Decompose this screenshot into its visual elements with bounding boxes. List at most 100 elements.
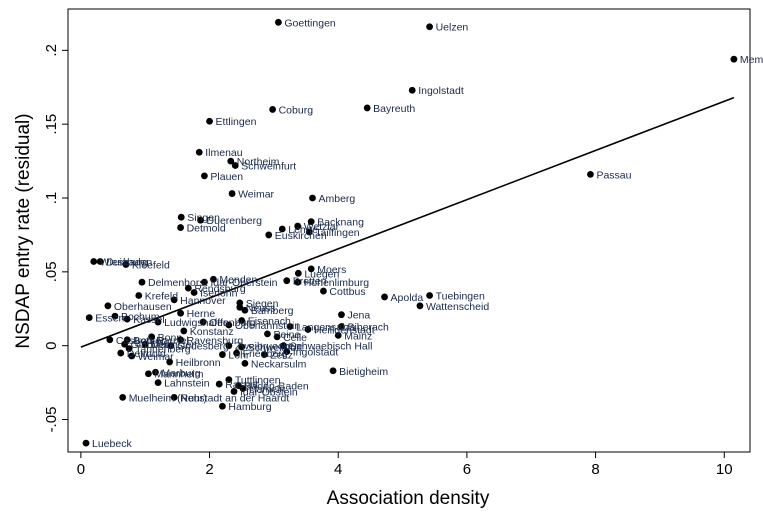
data-point xyxy=(225,376,233,384)
data-point-label: Rastatt xyxy=(225,379,258,391)
data-point-label: Marburg xyxy=(162,367,201,379)
data-point xyxy=(363,104,371,112)
data-point xyxy=(167,342,175,350)
data-point xyxy=(122,261,130,268)
data-point xyxy=(309,194,316,202)
data-point-label: Essen xyxy=(95,313,124,325)
data-point-label: Zweibruecken xyxy=(235,341,301,353)
data-point-label: Heilbronn xyxy=(176,357,221,369)
data-point xyxy=(294,222,302,230)
data-point xyxy=(381,293,388,301)
data-point-label: Siegen xyxy=(246,298,279,310)
data-point xyxy=(273,333,281,341)
data-point xyxy=(128,352,136,360)
data-point-label: Offenburg xyxy=(209,317,256,329)
data-point-label: Kassel xyxy=(133,314,165,326)
data-point xyxy=(117,349,125,357)
data-point xyxy=(307,218,315,226)
data-point xyxy=(154,318,162,326)
data-point-label: Duerenberg xyxy=(207,215,263,227)
data-point-label: Bietigheim xyxy=(339,366,388,378)
data-point xyxy=(241,306,249,314)
data-point-label: Coburg xyxy=(279,104,314,116)
data-point-label: Tuttlingen xyxy=(235,375,281,387)
data-point xyxy=(280,342,287,350)
data-point xyxy=(264,330,271,338)
data-point-label: Hamburg xyxy=(228,401,271,413)
data-point-label: Mem xyxy=(740,54,763,66)
fit-line xyxy=(80,96,735,348)
data-point-label: Duisburg xyxy=(106,257,148,269)
y-tick-label: -.05 xyxy=(43,407,60,433)
data-point xyxy=(145,370,152,378)
data-point-label: Bochum xyxy=(121,311,160,323)
data-point-label: Herne xyxy=(187,308,216,320)
data-point xyxy=(278,225,286,233)
data-point-label: Bretten xyxy=(293,276,327,288)
data-point xyxy=(123,315,131,323)
data-point-label: Tannenberg xyxy=(135,344,191,356)
data-point xyxy=(177,336,184,344)
data-point xyxy=(121,340,129,348)
data-point xyxy=(177,213,185,221)
data-point xyxy=(241,360,249,367)
data-point-label: Bonn xyxy=(158,332,183,344)
data-point-label: Tuebingen xyxy=(436,290,485,302)
data-point-label: Oberlahnstein xyxy=(235,320,301,332)
data-point xyxy=(307,265,315,273)
data-point-label: Bottrop xyxy=(133,335,167,347)
data-point-label: Iserlohn xyxy=(200,288,238,300)
data-point xyxy=(148,333,156,341)
data-point-label: Apolda xyxy=(391,292,424,304)
fit-line-group xyxy=(80,96,735,348)
data-point-label: Bamberg xyxy=(251,305,294,317)
data-point-label: Hohenlimburg xyxy=(304,277,370,289)
plot-frame xyxy=(67,8,751,453)
data-point xyxy=(177,309,184,317)
data-point-label: Luegen xyxy=(304,268,339,280)
data-point-label: Schweinfurt xyxy=(241,161,296,173)
data-point xyxy=(408,86,416,94)
data-point-label: Uelzen xyxy=(436,22,469,34)
data-point xyxy=(269,106,276,113)
data-point xyxy=(197,216,204,224)
data-point-label: Wetzlar xyxy=(304,221,340,233)
data-point xyxy=(225,342,233,350)
data-point-label: Eisenach xyxy=(248,316,291,328)
data-point xyxy=(426,292,433,299)
data-point-label: Muenster xyxy=(151,339,195,351)
data-point xyxy=(239,385,247,392)
data-point xyxy=(426,23,433,31)
data-point xyxy=(294,278,302,286)
data-point-label: Ingolstadt xyxy=(418,85,464,97)
data-point xyxy=(236,303,244,311)
data-point-label: Neustadt an der Haardt xyxy=(180,392,289,404)
data-point xyxy=(154,379,162,386)
data-point-label: Mainz xyxy=(344,330,372,342)
data-point-label: Singen xyxy=(187,212,220,224)
data-point xyxy=(238,317,246,324)
data-point xyxy=(587,170,594,178)
data-point xyxy=(201,172,208,180)
data-point xyxy=(210,275,217,283)
data-point-label: Oberhausen xyxy=(114,301,172,313)
data-point-label: Gladbeck xyxy=(131,339,176,351)
data-point-label: Ludwigshafen xyxy=(164,317,229,329)
data-point xyxy=(304,326,312,333)
y-tick-label: .05 xyxy=(43,261,60,282)
data-point-label: Wiesbaden xyxy=(100,257,153,269)
data-point xyxy=(230,388,238,395)
data-point-label: Krefeld xyxy=(145,290,178,302)
data-point xyxy=(201,278,208,286)
data-point xyxy=(215,380,223,388)
data-point xyxy=(195,148,203,156)
data-point-label: Friedberg xyxy=(243,348,288,360)
y-tick-label: .2 xyxy=(43,44,60,57)
data-point-label: Neuss xyxy=(246,302,276,314)
data-point-label: Muelheim (Ruhr) xyxy=(129,392,207,404)
data-point-label: Heiligenstadt xyxy=(314,324,375,336)
data-point-label: Ilmenau xyxy=(205,147,243,159)
data-point-label: Hannover xyxy=(180,295,226,307)
data-point-label: Luebeck xyxy=(92,438,132,450)
